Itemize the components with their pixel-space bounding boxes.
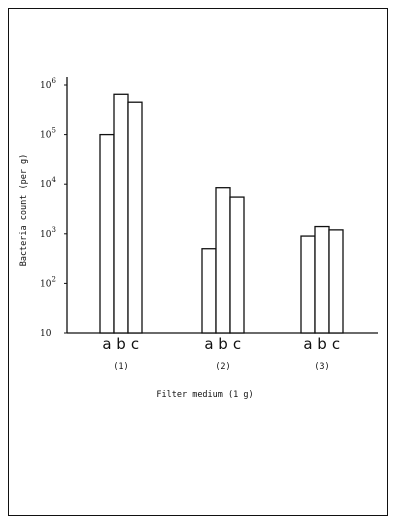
bar-3-b bbox=[314, 225, 330, 334]
group-label: (2) bbox=[215, 362, 230, 372]
y-tick-label: 104 bbox=[40, 176, 56, 190]
bar-letter-label: c bbox=[131, 335, 139, 353]
y-tick-label: 102 bbox=[40, 275, 56, 289]
bar-letter-label: b bbox=[317, 335, 327, 353]
bar-1-c bbox=[127, 101, 143, 334]
bar-2-b bbox=[215, 187, 231, 334]
group-labels: (1) (2) (3) bbox=[113, 362, 329, 372]
y-tick-base: 10 bbox=[40, 180, 52, 190]
y-tick-label: 103 bbox=[40, 226, 56, 240]
bar-3-a bbox=[300, 235, 316, 334]
bar-1-b bbox=[113, 93, 129, 334]
page-frame bbox=[8, 8, 388, 516]
bar-letter-label: c bbox=[233, 335, 241, 353]
y-tick-exponent: 6 bbox=[51, 77, 56, 85]
y-tick-base: 10 bbox=[40, 329, 52, 339]
bar-2-c bbox=[229, 196, 245, 334]
bars bbox=[99, 93, 344, 334]
bar-1-a bbox=[99, 133, 115, 334]
x-axis-label: Filter medium (1 g) bbox=[156, 390, 253, 400]
y-tick-base: 10 bbox=[40, 230, 52, 240]
y-tick-label: 10 bbox=[40, 329, 52, 339]
y-tick-label: 106 bbox=[40, 77, 56, 91]
y-tick-base: 10 bbox=[40, 81, 52, 91]
bar-letter-label: b bbox=[218, 335, 228, 353]
bar-letter-label: b bbox=[116, 335, 126, 353]
group-label: (1) bbox=[113, 362, 128, 372]
y-tick-exponent: 5 bbox=[51, 127, 55, 135]
bar-letter-label: c bbox=[332, 335, 340, 353]
bar-letter-label: a bbox=[204, 335, 213, 353]
y-tick-exponent: 2 bbox=[51, 275, 55, 283]
bar-letter-label: a bbox=[303, 335, 312, 353]
y-tick-exponent: 3 bbox=[51, 226, 55, 234]
y-tick-label: 105 bbox=[40, 127, 56, 141]
y-axis-label: Bacteria count (per g) bbox=[19, 154, 29, 267]
bar-letter-label: a bbox=[102, 335, 111, 353]
y-tick-exponent: 4 bbox=[51, 176, 56, 184]
y-tick-base: 10 bbox=[40, 131, 52, 141]
group-label: (3) bbox=[314, 362, 329, 372]
y-tick-base: 10 bbox=[40, 279, 52, 289]
bar-2-a bbox=[201, 248, 217, 334]
bar-3-c bbox=[328, 229, 344, 334]
